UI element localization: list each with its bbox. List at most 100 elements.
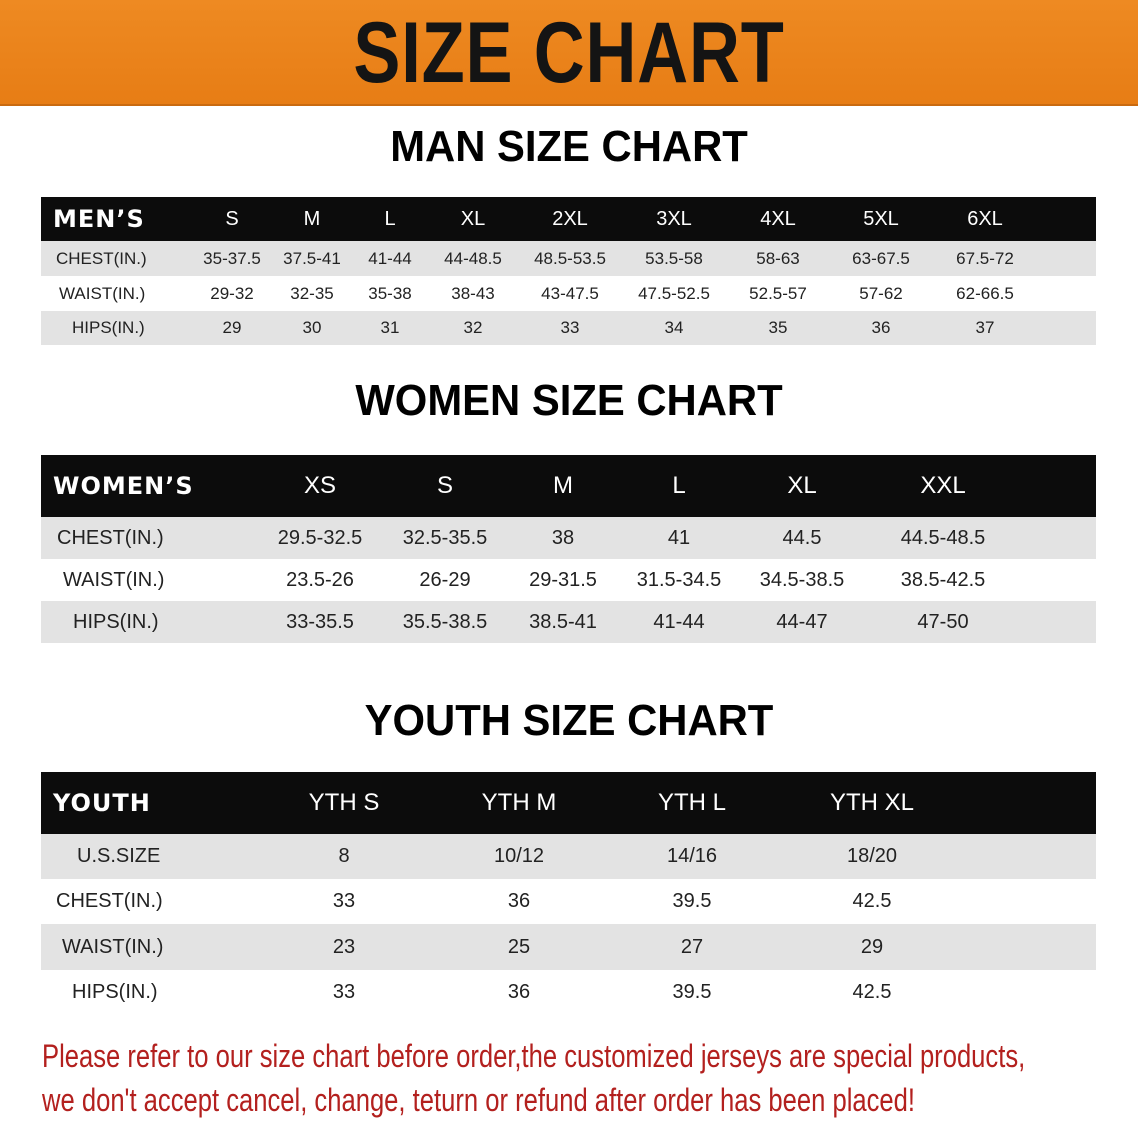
table-cell: 30 <box>302 318 322 337</box>
row-label: HIPS(IN.) <box>73 610 159 633</box>
size-header-2xl: 2XL <box>552 207 588 230</box>
table-cell: 29-31.5 <box>529 568 597 591</box>
size-header-5xl: 5XL <box>863 207 899 230</box>
youth-section-title: YOUTH SIZE CHART <box>364 696 774 745</box>
size-header-xl: XL <box>460 207 486 230</box>
size-header-s: S <box>225 207 239 230</box>
table-cell: 47.5-52.5 <box>638 283 710 303</box>
size-header-xxl: XXL <box>920 472 966 499</box>
table-cell: 35-37.5 <box>203 248 261 268</box>
table-cell: 37 <box>975 318 995 337</box>
table-cell: 29.5-32.5 <box>277 526 363 549</box>
table-cell: 32.5-35.5 <box>402 526 488 549</box>
table-cell: 43-47.5 <box>541 283 599 303</box>
size-header-l: L <box>672 472 686 499</box>
table-cell: 38.5-42.5 <box>900 568 986 591</box>
table-row: WAIST(IN.) 23 25 27 29 <box>41 924 1096 970</box>
table-cell: 41-44 <box>368 248 412 268</box>
table-cell: 29-32 <box>210 283 254 303</box>
table-cell: 18/20 <box>846 845 898 867</box>
table-cell: 31 <box>380 318 400 337</box>
table-cell: 39.5 <box>672 981 712 1003</box>
table-cell: 33 <box>332 981 356 1003</box>
table-cell: 52.5-57 <box>749 283 807 303</box>
table-row: WAIST(IN.) 23.5-26 26-29 29-31.5 31.5-34.5 34… <box>41 559 1096 601</box>
size-header-4xl: 4XL <box>760 207 796 230</box>
table-cell: 41-44 <box>653 610 705 633</box>
youth-header-label: YOUTH <box>53 789 151 817</box>
youth-size-table: YOUTH YTH S YTH M YTH L YTH XL U.S.SIZE 8 10/12… <box>41 772 1096 1015</box>
size-header-6xl: 6XL <box>967 207 1003 230</box>
table-cell: 38.5-41 <box>529 610 597 633</box>
table-row: U.S.SIZE 8 10/12 14/16 18/20 <box>41 834 1096 879</box>
table-cell: 32 <box>463 318 483 337</box>
table-cell: 32-35 <box>290 283 334 303</box>
table-cell: 10/12 <box>493 845 545 867</box>
row-label: CHEST(IN.) <box>57 526 164 549</box>
row-label: WAIST(IN.) <box>59 283 146 303</box>
table-cell: 57-62 <box>859 283 903 303</box>
table-cell: 29 <box>222 318 242 337</box>
size-header-s: S <box>436 472 454 499</box>
row-label: CHEST(IN.) <box>56 248 147 268</box>
table-row: HIPS(IN.) 33-35.5 35.5-38.5 38.5-41 41-44 44-… <box>41 601 1096 643</box>
table-cell: 42.5 <box>852 981 892 1003</box>
table-cell: 25 <box>507 935 531 958</box>
table-cell: 23.5-26 <box>286 568 354 591</box>
youth-header-row: YOUTH YTH S YTH M YTH L YTH XL <box>41 772 1096 834</box>
table-cell: 44-48.5 <box>444 248 502 268</box>
table-cell: 39.5 <box>672 890 712 912</box>
table-cell: 37.5-41 <box>283 248 341 268</box>
table-cell: 34 <box>664 318 684 337</box>
size-header-xs: XS <box>303 472 337 499</box>
table-cell: 38-43 <box>451 283 495 303</box>
size-header-3xl: 3XL <box>656 207 692 230</box>
table-cell: 14/16 <box>666 845 718 867</box>
table-cell: 67.5-72 <box>956 248 1014 268</box>
table-cell: 47-50 <box>917 610 969 633</box>
table-cell: 31.5-34.5 <box>636 568 722 591</box>
table-cell: 26-29 <box>419 568 471 591</box>
row-label: HIPS(IN.) <box>72 318 145 337</box>
size-header-l: L <box>384 207 396 230</box>
men-size-table: MEN’S S M L XL 2XL 3XL 4XL 5XL 6XL CHEST(IN.) 35-37… <box>41 197 1096 345</box>
notice-line-2: we don't accept cancel, change, teturn o… <box>42 1082 915 1118</box>
table-cell: 33 <box>332 890 356 912</box>
row-label: CHEST(IN.) <box>56 890 163 912</box>
row-label: U.S.SIZE <box>77 845 161 867</box>
table-cell: 48.5-53.5 <box>534 248 606 268</box>
table-cell: 34.5-38.5 <box>759 568 845 591</box>
women-size-table: WOMEN’S XS S M L XL XXL CHEST(IN.) 29.5-32.5 32.5… <box>41 455 1096 643</box>
size-header-yth-m: YTH M <box>481 789 557 816</box>
table-cell: 44.5 <box>782 526 822 549</box>
table-cell: 35.5-38.5 <box>402 610 488 633</box>
table-cell: 36 <box>507 981 531 1003</box>
table-cell: 35-38 <box>368 283 412 303</box>
size-header-yth-s: YTH S <box>308 789 380 816</box>
table-row: WAIST(IN.) 29-32 32-35 35-38 38-43 43-47.5 47.… <box>41 276 1096 311</box>
table-cell: 8 <box>338 845 350 867</box>
table-cell: 36 <box>507 890 531 912</box>
row-label: WAIST(IN.) <box>62 935 164 958</box>
table-row: CHEST(IN.) 35-37.5 37.5-41 41-44 44-48.5 48.5… <box>41 241 1096 276</box>
size-header-yth-l: YTH L <box>657 789 727 816</box>
table-cell: 44.5-48.5 <box>900 526 986 549</box>
table-cell: 53.5-58 <box>645 248 703 268</box>
table-cell: 38 <box>551 526 575 549</box>
table-cell: 33-35.5 <box>286 610 354 633</box>
table-cell: 35 <box>768 318 788 337</box>
size-header-xl: XL <box>787 472 817 499</box>
row-label: WAIST(IN.) <box>63 568 165 591</box>
table-cell: 63-67.5 <box>852 248 910 268</box>
table-cell: 44-47 <box>776 610 828 633</box>
table-cell: 58-63 <box>756 248 800 268</box>
men-header-row: MEN’S S M L XL 2XL 3XL 4XL 5XL 6XL <box>41 197 1096 241</box>
row-label: HIPS(IN.) <box>72 981 158 1003</box>
size-header-yth-xl: YTH XL <box>829 789 915 816</box>
size-chart-banner: SIZE CHART <box>0 0 1138 106</box>
women-header-label: WOMEN’S <box>53 472 194 500</box>
table-cell: 42.5 <box>852 890 892 912</box>
table-cell: 33 <box>560 318 580 337</box>
men-header-label: MEN’S <box>53 205 145 233</box>
table-cell: 27 <box>680 935 704 958</box>
